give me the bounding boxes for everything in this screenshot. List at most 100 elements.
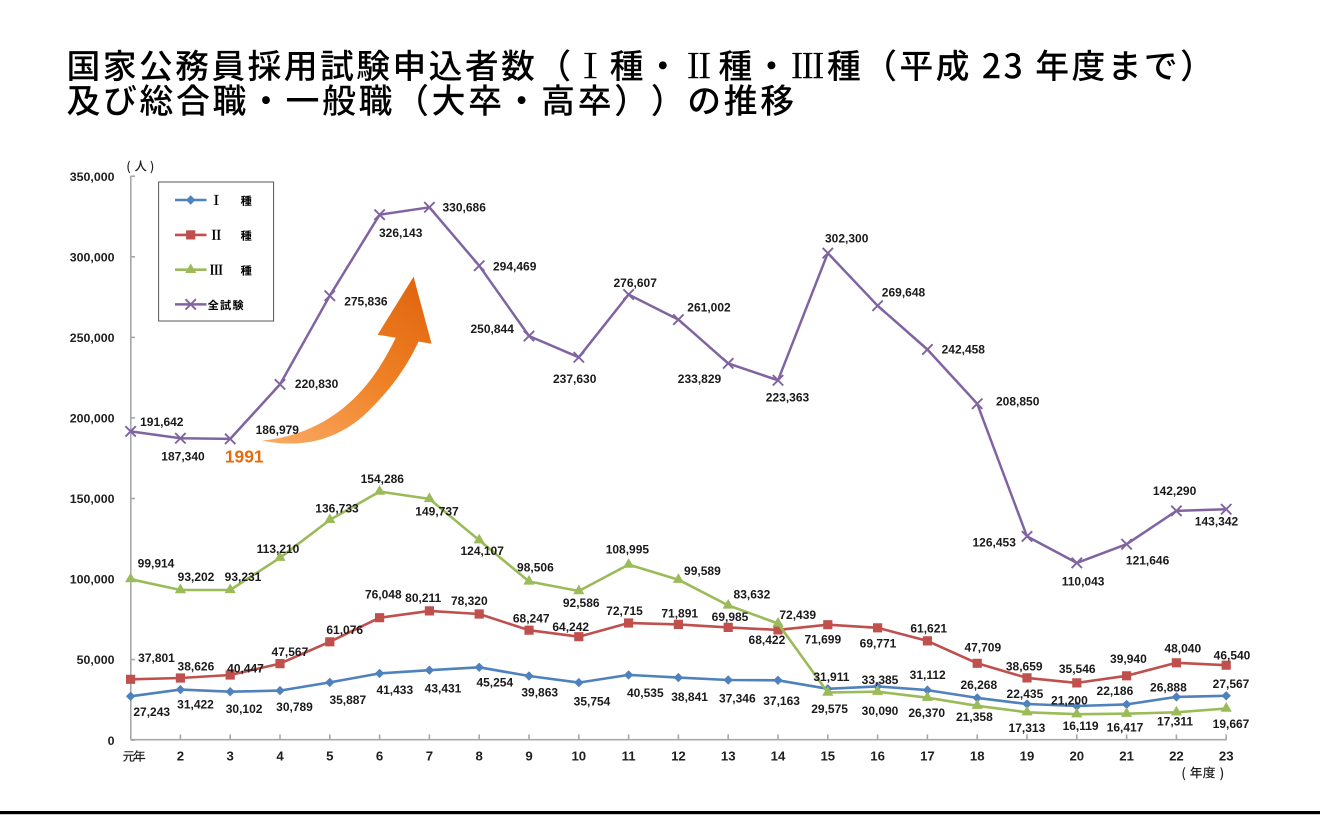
- svg-text:43,431: 43,431: [425, 681, 462, 695]
- svg-text:126,453: 126,453: [973, 536, 1017, 550]
- svg-text:17: 17: [920, 749, 935, 764]
- svg-text:142,290: 142,290: [1153, 484, 1197, 498]
- svg-text:275,836: 275,836: [344, 295, 388, 309]
- svg-text:69,771: 69,771: [860, 637, 897, 651]
- svg-text:68,422: 68,422: [749, 633, 786, 647]
- svg-text:29,575: 29,575: [811, 702, 848, 716]
- svg-text:10: 10: [571, 749, 586, 764]
- svg-text:48,040: 48,040: [1164, 642, 1201, 656]
- svg-text:39,940: 39,940: [1110, 652, 1147, 666]
- svg-text:26,268: 26,268: [960, 678, 997, 692]
- svg-text:45,254: 45,254: [476, 675, 513, 689]
- svg-text:16,417: 16,417: [1107, 720, 1144, 734]
- svg-text:149,737: 149,737: [415, 505, 459, 519]
- svg-text:21,358: 21,358: [956, 710, 993, 724]
- svg-text:22,435: 22,435: [1007, 687, 1044, 701]
- svg-text:46,540: 46,540: [1214, 648, 1251, 662]
- svg-text:5: 5: [326, 749, 333, 764]
- svg-text:93,231: 93,231: [225, 570, 262, 584]
- svg-text:7: 7: [426, 749, 433, 764]
- svg-text:33,385: 33,385: [862, 673, 899, 687]
- svg-text:21: 21: [1119, 749, 1134, 764]
- svg-text:27,243: 27,243: [133, 705, 170, 719]
- svg-text:40,535: 40,535: [627, 686, 664, 700]
- svg-text:121,646: 121,646: [1126, 554, 1170, 568]
- svg-text:22: 22: [1169, 749, 1184, 764]
- svg-text:76,048: 76,048: [365, 588, 402, 602]
- svg-text:302,300: 302,300: [825, 232, 869, 246]
- svg-text:113,210: 113,210: [257, 542, 300, 556]
- svg-text:233,829: 233,829: [678, 372, 722, 386]
- svg-text:35,887: 35,887: [329, 693, 366, 707]
- svg-text:38,841: 38,841: [671, 690, 708, 704]
- svg-text:30,789: 30,789: [276, 700, 313, 714]
- svg-text:12: 12: [671, 749, 686, 764]
- svg-text:13: 13: [721, 749, 736, 764]
- svg-text:30,102: 30,102: [226, 702, 263, 716]
- svg-text:61,076: 61,076: [326, 623, 363, 637]
- svg-text:350,000: 350,000: [70, 170, 115, 184]
- svg-text:83,632: 83,632: [734, 588, 771, 602]
- svg-text:294,469: 294,469: [493, 260, 537, 274]
- svg-text:50,000: 50,000: [77, 653, 115, 667]
- svg-text:3: 3: [227, 749, 234, 764]
- svg-text:8: 8: [476, 749, 483, 764]
- svg-text:78,320: 78,320: [451, 594, 488, 608]
- svg-text:71,891: 71,891: [661, 607, 698, 621]
- svg-text:92,586: 92,586: [563, 596, 600, 610]
- svg-text:47,709: 47,709: [964, 641, 1001, 655]
- svg-text:71,699: 71,699: [804, 633, 841, 647]
- svg-text:19: 19: [1020, 749, 1035, 764]
- svg-text:99,589: 99,589: [684, 564, 721, 578]
- svg-text:68,247: 68,247: [513, 611, 550, 625]
- svg-text:154,286: 154,286: [361, 472, 405, 486]
- svg-text:1991: 1991: [225, 446, 264, 466]
- svg-text:31,112: 31,112: [910, 668, 946, 682]
- svg-text:16,119: 16,119: [1063, 719, 1099, 733]
- svg-text:31,422: 31,422: [177, 698, 214, 712]
- svg-text:72,715: 72,715: [606, 604, 643, 618]
- svg-text:37,346: 37,346: [719, 692, 756, 706]
- svg-text:22,186: 22,186: [1097, 684, 1134, 698]
- svg-text:18: 18: [970, 749, 985, 764]
- svg-text:100,000: 100,000: [70, 573, 115, 587]
- svg-text:208,850: 208,850: [996, 395, 1040, 409]
- svg-text:250,000: 250,000: [70, 331, 115, 345]
- svg-text:69,985: 69,985: [712, 610, 749, 624]
- svg-text:27,567: 27,567: [1213, 677, 1250, 691]
- svg-text:108,995: 108,995: [606, 543, 650, 557]
- svg-text:200,000: 200,000: [70, 412, 115, 426]
- svg-text:19,667: 19,667: [1213, 717, 1250, 731]
- svg-text:41,433: 41,433: [376, 683, 413, 697]
- svg-text:21,200: 21,200: [1051, 693, 1088, 707]
- svg-text:326,143: 326,143: [379, 226, 423, 240]
- svg-text:330,686: 330,686: [443, 200, 487, 214]
- svg-text:2: 2: [177, 749, 184, 764]
- svg-text:30,090: 30,090: [862, 704, 899, 718]
- svg-text:220,830: 220,830: [295, 377, 339, 391]
- svg-text:39,863: 39,863: [521, 686, 558, 700]
- svg-text:15: 15: [820, 749, 835, 764]
- svg-text:80,211: 80,211: [405, 591, 441, 605]
- svg-text:269,648: 269,648: [882, 285, 926, 299]
- svg-text:14: 14: [771, 749, 786, 764]
- svg-text:98,506: 98,506: [517, 561, 554, 575]
- svg-text:250,844: 250,844: [471, 322, 515, 336]
- svg-text:38,626: 38,626: [178, 660, 215, 674]
- svg-text:72,439: 72,439: [779, 608, 816, 622]
- svg-text:16: 16: [870, 749, 885, 764]
- svg-text:61,621: 61,621: [910, 622, 947, 636]
- svg-text:237,630: 237,630: [553, 372, 597, 386]
- svg-text:223,363: 223,363: [766, 391, 810, 405]
- svg-text:38,659: 38,659: [1006, 660, 1043, 674]
- svg-text:17,311: 17,311: [1157, 714, 1193, 728]
- svg-text:191,642: 191,642: [140, 415, 184, 429]
- svg-text:26,370: 26,370: [908, 706, 945, 720]
- svg-text:35,546: 35,546: [1059, 662, 1096, 676]
- svg-text:37,801: 37,801: [138, 651, 175, 665]
- svg-text:300,000: 300,000: [70, 250, 115, 264]
- svg-text:261,002: 261,002: [687, 301, 731, 315]
- svg-text:40,447: 40,447: [227, 662, 264, 676]
- svg-text:186,979: 186,979: [256, 423, 300, 437]
- svg-text:187,340: 187,340: [161, 450, 205, 464]
